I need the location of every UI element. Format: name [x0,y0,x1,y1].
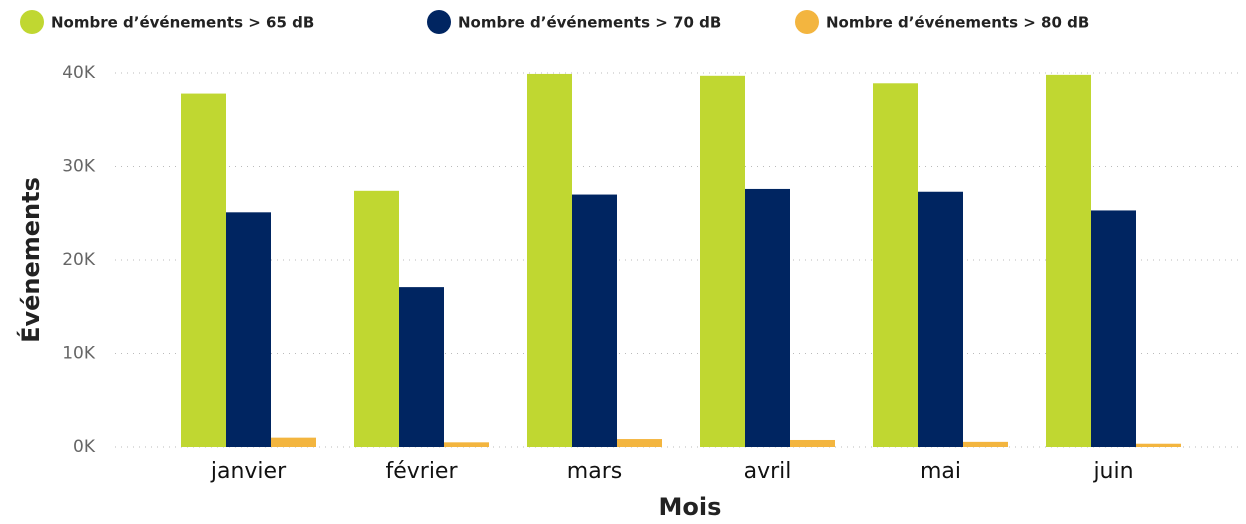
legend-swatch [795,10,819,34]
bar [873,83,918,447]
bar [918,191,963,447]
legend-swatch [427,10,451,34]
legend-label: Nombre d’événements > 80 dB [826,14,1089,32]
bar [745,188,790,447]
x-tick-label: juin [1092,459,1133,484]
bar [1091,210,1136,447]
x-tick-label: avril [744,459,792,484]
bar [181,93,226,447]
bar [527,73,572,447]
bar [399,287,444,447]
x-tick-label: février [385,459,458,484]
bar [700,75,745,448]
x-axis-title: Mois [659,493,722,521]
bar [572,194,617,447]
legend-label: Nombre d’événements > 70 dB [458,14,721,32]
bar [790,439,835,447]
x-tick-label: janvier [210,459,287,484]
bar [1046,74,1091,448]
y-axis-title: Événements [16,177,45,343]
bar [1136,443,1181,447]
legend-label: Nombre d’événements > 65 dB [51,14,314,32]
y-tick-label: 40K [62,63,96,83]
bar [271,437,316,447]
bar [226,212,271,447]
y-tick-label: 20K [62,250,96,270]
bar [963,441,1008,447]
x-tick-label: mars [567,459,622,484]
x-tick-label: mai [920,459,961,484]
bar [354,190,399,447]
legend-swatch [20,10,44,34]
y-tick-label: 0K [73,437,96,457]
bar [617,439,662,447]
y-tick-label: 30K [62,157,96,177]
y-tick-label: 10K [62,344,96,364]
bar [444,442,489,447]
